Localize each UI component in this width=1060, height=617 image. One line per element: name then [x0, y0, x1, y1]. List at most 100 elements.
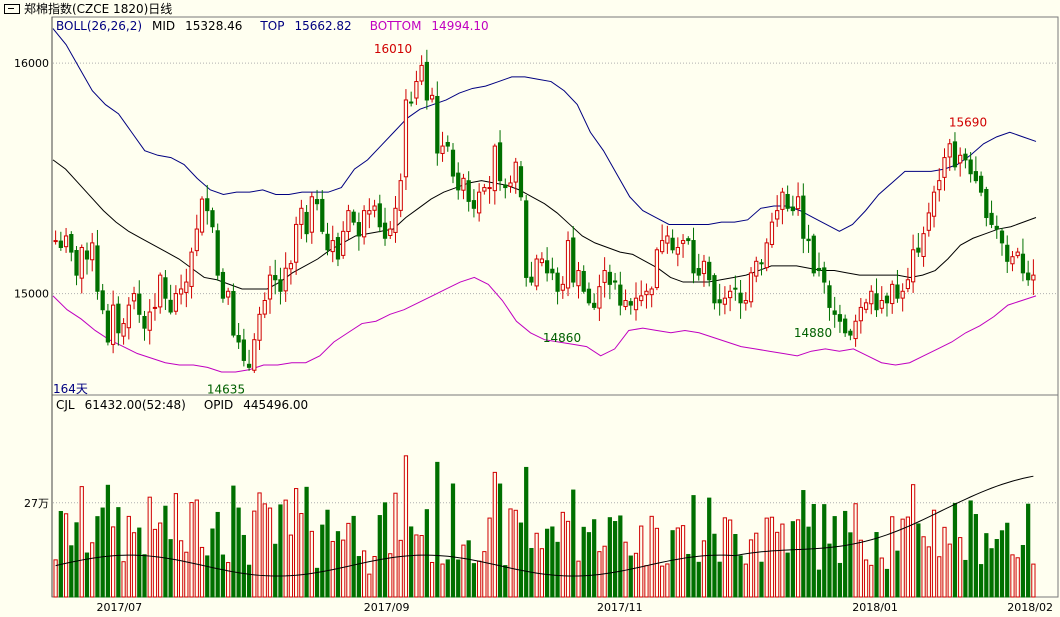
candle-57 — [351, 209, 356, 226]
volume-bar-142 — [795, 519, 801, 598]
candle-49 — [309, 192, 314, 244]
x-tick-label-4: 2018/02 — [1007, 601, 1053, 614]
volume-bar-176 — [973, 514, 978, 598]
candle-body-2 — [63, 235, 69, 248]
cjl-value: 61432.00(52:48) — [84, 398, 186, 412]
candle-body-15 — [131, 293, 137, 302]
candle-body-67 — [403, 99, 409, 178]
candle-body-57 — [351, 211, 356, 223]
volume-bar-66 — [398, 539, 403, 598]
candle-162 — [900, 283, 905, 312]
volume-bar-16 — [137, 527, 142, 598]
volume-bar-111 — [633, 552, 639, 598]
candle-124 — [701, 254, 707, 287]
candle-28 — [199, 196, 205, 236]
candle-body-164 — [911, 249, 916, 283]
candle-body-39 — [257, 313, 262, 341]
volume-bar-80 — [471, 563, 477, 598]
volume-bar-82 — [482, 551, 487, 598]
candle-body-170 — [942, 157, 947, 178]
window-menu-icon[interactable] — [4, 3, 20, 14]
volume-bar-120 — [680, 525, 686, 598]
volume-bar-147 — [822, 504, 827, 598]
candle-93 — [539, 252, 545, 267]
candle-85 — [497, 130, 503, 191]
candle-body-23 — [173, 293, 178, 312]
opid-label: OPID — [203, 398, 234, 412]
volume-bar-25 — [184, 551, 189, 598]
candle-160 — [890, 280, 895, 314]
volume-bar-112 — [639, 525, 644, 598]
candle-body-151 — [843, 318, 848, 334]
candle-body-152 — [848, 330, 853, 336]
candle-66 — [398, 173, 403, 218]
candle-145 — [811, 233, 816, 277]
candle-body-161 — [895, 284, 900, 299]
candle-56 — [346, 204, 351, 240]
candle-body-166 — [921, 233, 926, 257]
candle-body-77 — [456, 172, 461, 191]
candle-37 — [246, 349, 252, 371]
candle-153 — [853, 314, 858, 347]
candle-body-137 — [769, 221, 775, 245]
candle-172 — [952, 132, 958, 171]
candle-131 — [738, 279, 743, 319]
candle-6 — [84, 242, 90, 275]
candle-body-140 — [785, 193, 790, 209]
candle-body-173 — [958, 154, 963, 164]
volume-bar-155 — [863, 559, 869, 598]
candle-27 — [194, 214, 199, 257]
candle-body-51 — [320, 198, 325, 232]
volume-bar-178 — [984, 533, 989, 598]
volume-bar-137 — [769, 516, 775, 598]
candle-137 — [769, 212, 775, 248]
volume-bar-134 — [754, 532, 759, 598]
volume-bar-101 — [581, 526, 586, 598]
mid-label: MID — [152, 19, 176, 33]
candle-8 — [95, 229, 100, 300]
volume-bar-186 — [1026, 503, 1031, 598]
volume-bar-70 — [419, 535, 424, 598]
volume-bar-12 — [116, 507, 121, 598]
candle-23 — [173, 285, 178, 315]
volume-bar-98 — [565, 520, 571, 598]
x-tick-label-2: 2017/11 — [597, 601, 643, 614]
volume-bar-18 — [147, 496, 152, 598]
volume-bar-163 — [905, 516, 911, 598]
candle-7 — [90, 232, 95, 272]
candle-29 — [205, 184, 210, 225]
candle-64 — [388, 221, 393, 239]
volume-bar-110 — [628, 555, 633, 598]
candle-body-64 — [388, 228, 393, 236]
volume-bar-58 — [356, 556, 362, 598]
candle-body-89 — [518, 166, 524, 198]
candle-167 — [926, 202, 931, 237]
volume-bar-38 — [252, 510, 257, 598]
volume-bar-59 — [361, 550, 367, 598]
volume-bar-93 — [539, 548, 545, 598]
candle-58 — [356, 212, 362, 251]
candle-129 — [727, 284, 733, 312]
candle-body-144 — [806, 238, 811, 242]
candle-body-114 — [649, 288, 654, 296]
candle-177 — [978, 171, 984, 197]
candle-body-175 — [968, 159, 973, 175]
volume-bar-164 — [911, 484, 916, 598]
candle-106 — [607, 264, 612, 300]
volume-bar-133 — [748, 539, 754, 598]
candle-body-66 — [398, 180, 403, 211]
candle-141 — [790, 195, 795, 216]
volume-bar-26 — [189, 502, 194, 598]
candle-body-1 — [58, 240, 63, 248]
candle-body-35 — [236, 335, 241, 343]
candle-body-116 — [660, 240, 665, 253]
candle-body-82 — [482, 187, 487, 192]
candle-body-12 — [116, 303, 121, 334]
candle-body-80 — [471, 200, 477, 209]
candle-165 — [916, 233, 921, 257]
candle-body-19 — [152, 306, 158, 309]
volume-bar-117 — [665, 563, 670, 598]
candle-body-20 — [158, 274, 163, 308]
candle-body-108 — [618, 284, 623, 306]
